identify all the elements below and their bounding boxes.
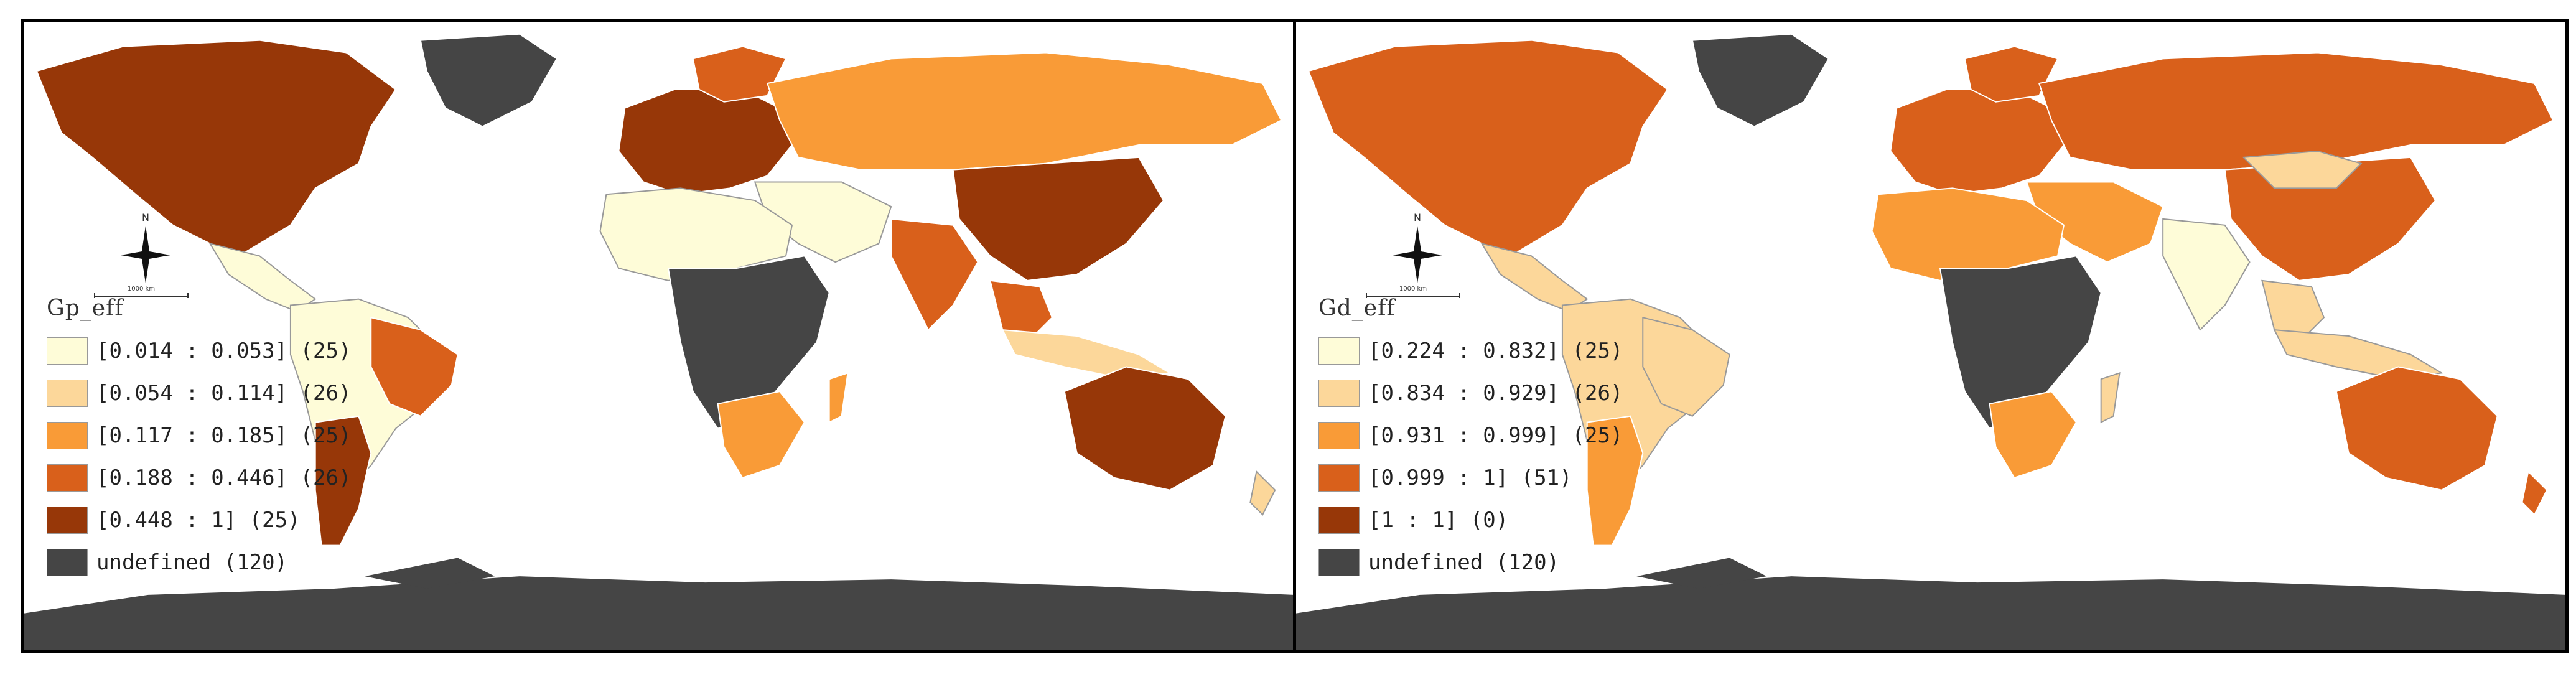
map-panel-gp-eff: N 1000 km Gp_eff [0.014 : 0.053] (25) [0.… [21,19,1297,653]
region-india [2162,218,2251,331]
region-australia [1063,366,1226,491]
region-antarctica [24,576,1294,650]
region-madagascar [828,372,849,423]
legend-item: undefined (120) [1318,541,1623,584]
legend-swatch [47,464,88,492]
legend-rows: [0.014 : 0.053] (25) [0.054 : 0.114] (26)… [47,330,351,584]
legend-label: [0.834 : 0.929] (26) [1368,381,1623,406]
legend-swatch [47,549,88,576]
legend-swatch [1318,549,1360,576]
region-new-zealand [1249,470,1276,516]
legend-label: undefined (120) [1368,550,1560,575]
region-madagascar [2100,372,2121,423]
region-china [952,156,1165,281]
legend-swatch [1318,337,1360,365]
legend-item: [0.014 : 0.053] (25) [47,330,351,372]
legend-item: undefined (120) [47,541,351,584]
north-arrow-icon: N [1393,212,1442,283]
legend-item: [0.188 : 0.446] (26) [47,457,351,499]
legend-swatch [1318,422,1360,449]
legend-rows: [0.224 : 0.832] (25) [0.834 : 0.929] (26)… [1318,330,1623,584]
legend-item: [0.224 : 0.832] (25) [1318,330,1623,372]
legend-label: [0.014 : 0.053] (25) [96,339,352,363]
legend-label: [0.188 : 0.446] (26) [96,465,352,490]
scale-label: 1000 km [128,286,155,292]
legend-label: [0.224 : 0.832] (25) [1368,339,1623,363]
scale-bar-icon: 1000 km [1366,286,1460,298]
legend-label: [0.054 : 0.114] (26) [96,381,352,406]
legend-label: [0.117 : 0.185] (25) [96,423,352,448]
legend-label: [0.999 : 1] (51) [1368,465,1572,490]
legend-item: [0.448 : 1] (25) [47,499,351,541]
legend-label: undefined (120) [96,550,288,575]
legend-swatch [47,380,88,407]
legend-item: [0.999 : 1] (51) [1318,457,1623,499]
region-north-america [1307,39,1669,263]
legend-title: Gp_eff [47,296,124,321]
region-europe [1890,88,2065,195]
legend-swatch [47,422,88,449]
legend-item: [0.931 : 0.999] (25) [1318,414,1623,457]
legend-item: [0.117 : 0.185] (25) [47,414,351,457]
north-label: N [1414,212,1421,223]
map-panel-gd-eff: N 1000 km Gd_eff [0.224 : 0.832] (25) [0.… [1293,19,2569,653]
scale-label: 1000 km [1399,286,1427,292]
region-southern-africa [717,391,805,479]
region-southern-africa [1989,391,2077,479]
legend-label: [0.448 : 1] (25) [96,508,301,533]
legend-swatch [1318,380,1360,407]
legend-label: [1 : 1] (0) [1368,508,1509,533]
north-arrow-icon: N [121,212,170,283]
legend-item: [1 : 1] (0) [1318,499,1623,541]
region-russia [2038,52,2554,170]
region-north-america [35,39,397,263]
legend-swatch [47,507,88,534]
region-antarctica [1296,576,2565,650]
region-india [890,218,979,331]
region-europe [618,88,793,195]
region-new-zealand [2521,470,2548,516]
legend-swatch [47,337,88,365]
legend-swatch [1318,464,1360,492]
legend-item: [0.834 : 0.929] (26) [1318,372,1623,414]
legend-item: [0.054 : 0.114] (26) [47,372,351,414]
legend-swatch [1318,507,1360,534]
legend-gd-eff: Gd_eff [0.224 : 0.832] (25) [0.834 : 0.92… [1318,296,1623,584]
region-russia [767,52,1282,170]
scale-bar-icon: 1000 km [94,286,189,298]
north-label: N [142,212,149,223]
legend-title: Gd_eff [1318,296,1396,321]
region-australia [2335,366,2498,491]
region-greenland [419,33,558,128]
legend-label: [0.931 : 0.999] (25) [1368,423,1623,448]
region-greenland [1691,33,1829,128]
legend-gp-eff: Gp_eff [0.014 : 0.053] (25) [0.054 : 0.11… [47,296,351,584]
